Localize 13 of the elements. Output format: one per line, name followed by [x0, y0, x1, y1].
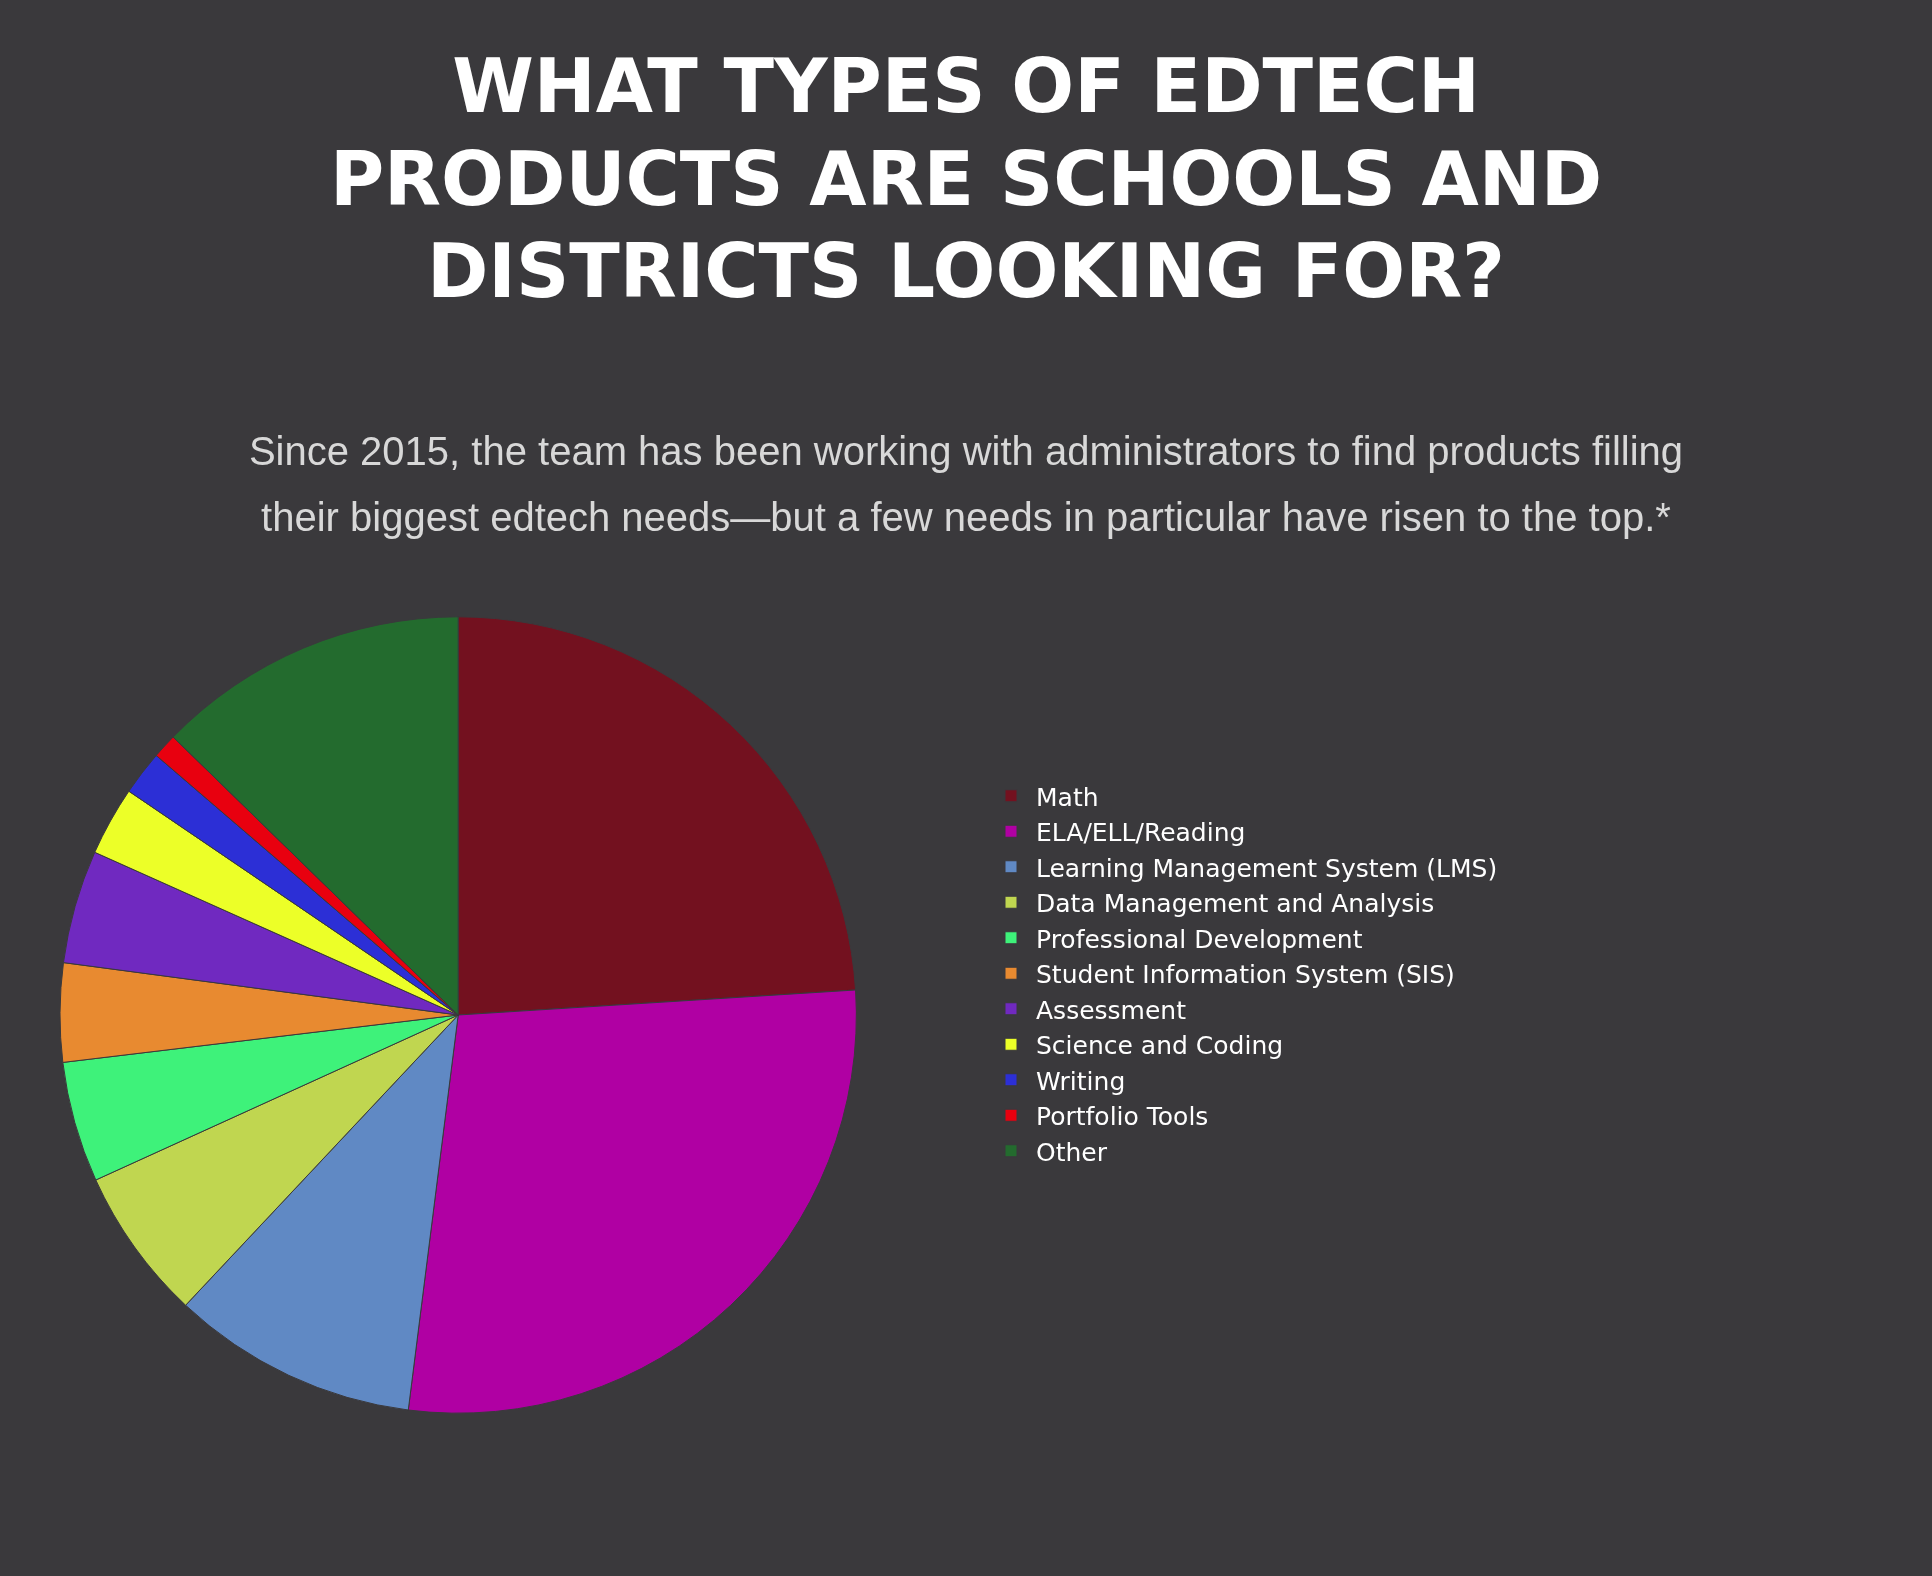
- legend-label: ELA/ELL/Reading: [1036, 817, 1246, 847]
- legend-label: Math: [1036, 782, 1099, 811]
- legend-label: Portfolio Tools: [1036, 1101, 1209, 1131]
- legend-label: Science and Coding: [1036, 1030, 1284, 1060]
- legend-label: Other: [1036, 1137, 1108, 1166]
- legend-label: Professional Development: [1036, 924, 1363, 953]
- legend-label: Data Management and Analysis: [1036, 888, 1435, 918]
- legend-label: Learning Management System (LMS): [1036, 853, 1498, 882]
- legend-label: Writing: [1036, 1066, 1126, 1095]
- legend-label: Assessment: [1036, 995, 1187, 1024]
- chart-title: WHAT TYPES OF EDTECH PRODUCTS ARE SCHOOLS AND DISTRICTS LOOKING FOR?: [328, 42, 1604, 316]
- chart-subtitle: Since 2015, the team has been working with administrators to find products filling their biggest edtech needs—but a few needs in particular have risen to the top.*: [247, 427, 1685, 541]
- legend-label: Student Information System (SIS): [1036, 959, 1455, 989]
